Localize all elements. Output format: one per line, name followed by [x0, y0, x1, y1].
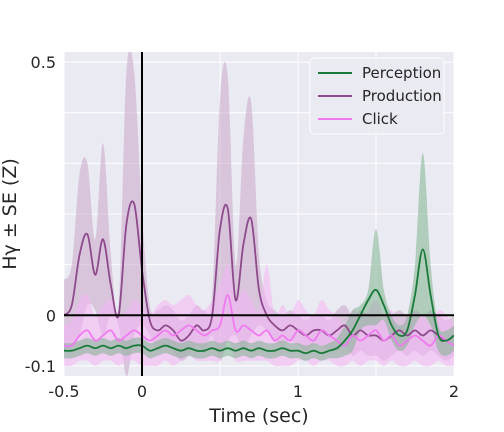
- y-tick-label: -0.1: [25, 357, 56, 376]
- x-tick-label: 2: [449, 382, 459, 401]
- x-axis-label: Time (sec): [208, 405, 308, 427]
- y-axis-label: Hγ ± SE (Z): [0, 158, 21, 269]
- tick-labels: -0.5 0 1 2 -0.1 0 0.5: [25, 53, 459, 401]
- legend-label-production: Production: [362, 87, 442, 105]
- series-lines: [64, 200, 454, 355]
- y-tick-label: 0.5: [31, 53, 56, 72]
- band-perception: [64, 153, 454, 361]
- x-tick-label: 1: [293, 382, 303, 401]
- line-perception: [64, 248, 454, 355]
- x-tick-label: 0: [137, 382, 147, 401]
- legend-label-click: Click: [362, 110, 398, 128]
- legend-label-perception: Perception: [362, 64, 441, 82]
- y-tick-label: 0: [46, 306, 56, 325]
- line-click: [64, 294, 454, 348]
- legend-box: [309, 57, 445, 135]
- x-tick-label: -0.5: [48, 382, 79, 401]
- reference-lines: [64, 52, 454, 376]
- legend: Perception Production Click: [309, 57, 445, 135]
